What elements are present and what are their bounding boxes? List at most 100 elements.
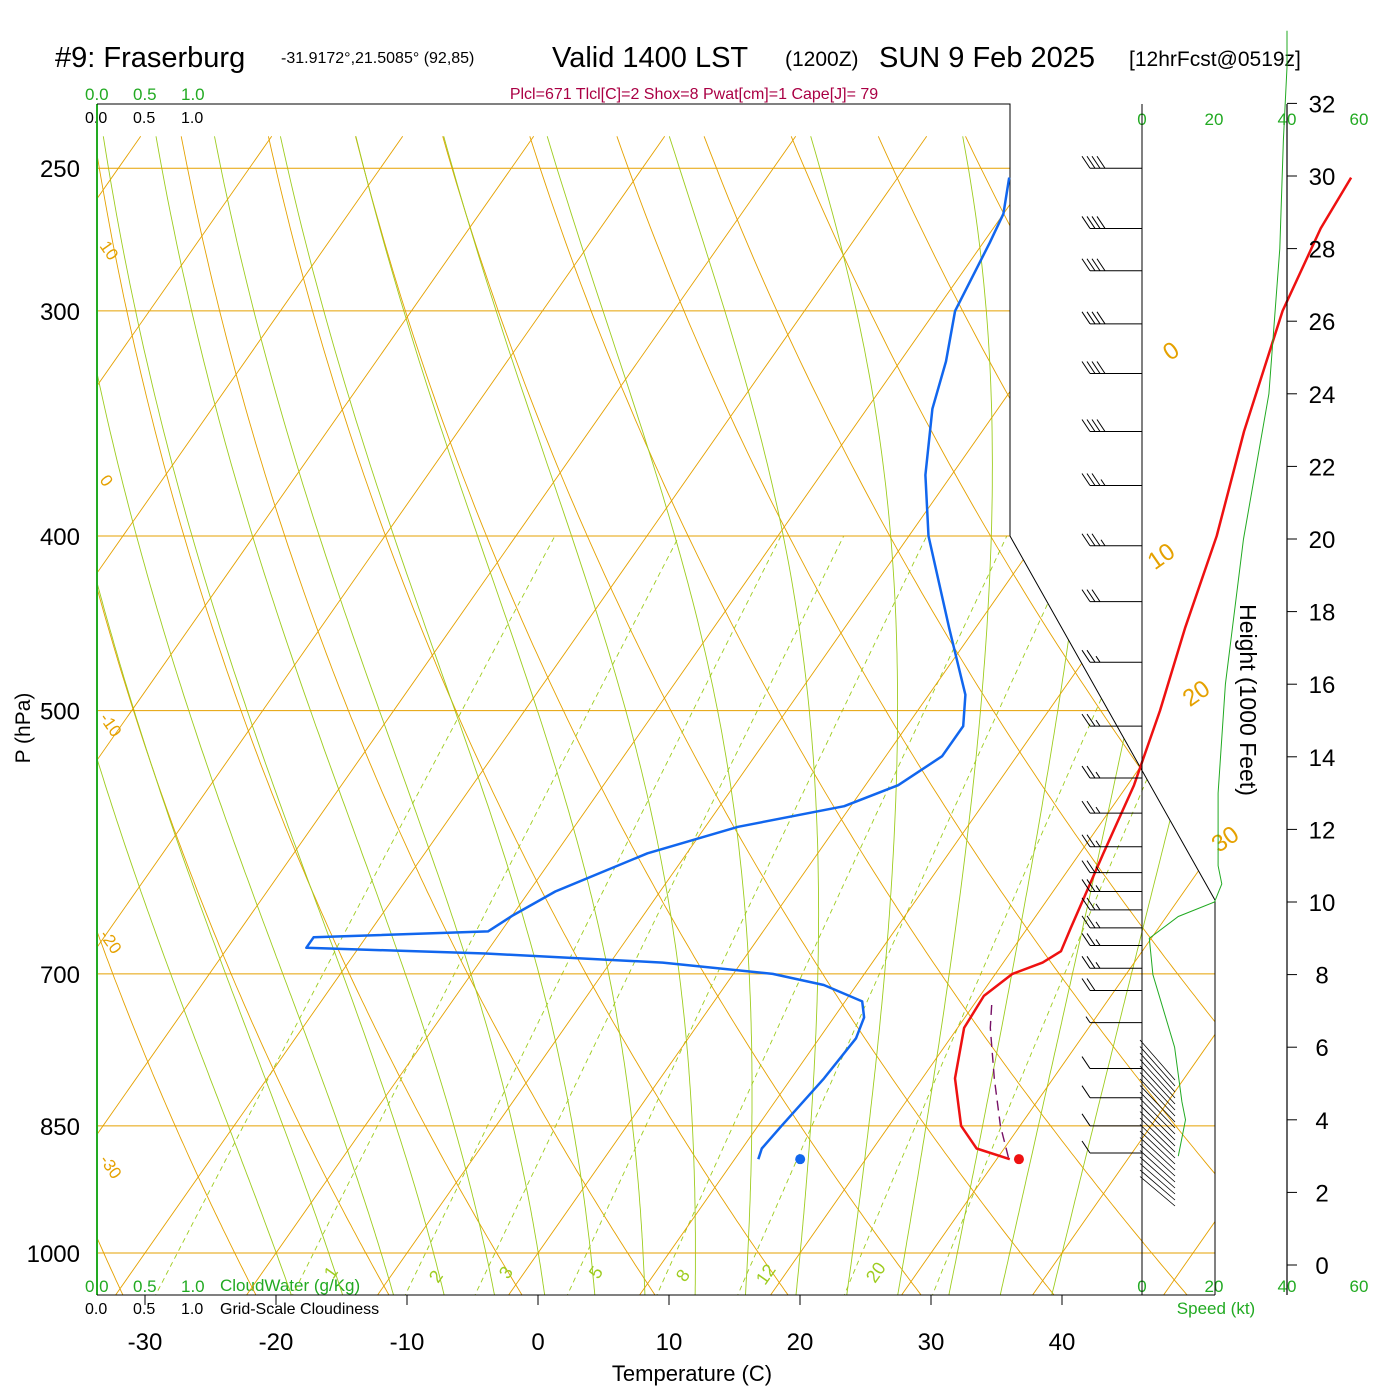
wind-barb-feather	[1081, 533, 1091, 547]
wind-barb-feather	[1096, 419, 1106, 432]
height-tick-label: 24	[1309, 382, 1336, 409]
isotherm-line	[97, 136, 666, 1295]
moist-adiabat-line	[546, 136, 753, 1295]
top-black-2: 1.0	[181, 110, 203, 127]
isotherm-line	[0, 136, 10, 1298]
low-level-barb	[1139, 1085, 1176, 1123]
dry-adiabat-line	[616, 136, 1215, 1295]
valid-time: Valid 1400 LST	[552, 42, 748, 74]
wind-barb	[1081, 1085, 1142, 1099]
wind-barb	[1081, 897, 1142, 911]
moist-adiabat-line	[355, 136, 646, 1295]
dry-adiabat-line	[790, 136, 1215, 1295]
wind-barb-feather	[1086, 155, 1096, 169]
cloudiness-label: Grid-Scale Cloudiness	[220, 1301, 379, 1318]
wind-barb	[1081, 800, 1142, 814]
low-level-barb	[1139, 1130, 1176, 1165]
low-level-barb	[1139, 1150, 1176, 1183]
isobars	[97, 167, 1215, 1254]
temperature-surface-marker	[1013, 1154, 1024, 1165]
wind-barb-feather	[1081, 361, 1091, 374]
mixing-ratio-label: 12	[752, 1260, 780, 1288]
wind-barb	[1081, 933, 1142, 946]
mixing-ratio-line	[842, 535, 1175, 1295]
wind-barb-feather	[1091, 589, 1101, 602]
height-tick-label: 30	[1309, 164, 1336, 191]
dry-adiabat-line	[97, 136, 259, 1295]
bottom-green-2: 1.0	[181, 1277, 205, 1296]
low-level-barb	[1139, 1078, 1176, 1117]
isotherm-label: 30	[1207, 821, 1244, 858]
dry-adiabat-line	[1139, 136, 1215, 1295]
wind-barb-feather	[1091, 419, 1101, 432]
moist-adiabat-line	[102, 136, 446, 1295]
isotherm-label: 20	[1178, 675, 1215, 712]
speed-top-60: 60	[1350, 110, 1369, 129]
wind-barb-feather	[1086, 897, 1096, 911]
speed-bottom-20: 20	[1205, 1277, 1224, 1296]
wind-barb-feather	[1086, 589, 1096, 602]
station-title: #9: Fraserburg	[55, 42, 245, 74]
wind-barb-half-feather	[1100, 539, 1106, 547]
low-level-barb	[1139, 1111, 1176, 1147]
height-tick-label: 28	[1309, 237, 1336, 264]
forecast-label: [12hrFcst@0519z]	[1129, 48, 1301, 71]
bottom-green-1: 0.5	[133, 1277, 157, 1296]
wind-barb	[1081, 713, 1142, 727]
valid-date: SUN 9 Feb 2025	[879, 42, 1095, 74]
wind-barb	[1081, 1113, 1142, 1127]
wind-barb-half-feather	[1095, 962, 1101, 969]
moist-adiabat-line	[443, 136, 696, 1295]
height-tick-label: 4	[1315, 1108, 1328, 1135]
mixing-ratio-label: 8	[672, 1266, 694, 1286]
top-green-2: 1.0	[181, 85, 205, 104]
moist-adiabat-line	[155, 136, 496, 1295]
isotherm-label: 0	[1158, 337, 1184, 367]
wind-barb-half-feather	[1095, 719, 1101, 727]
height-tick-label: 18	[1309, 600, 1336, 627]
temperature-tick-label: 30	[918, 1329, 945, 1356]
dry-adiabat-label: 0	[96, 471, 117, 490]
temperature-tick-label: 20	[787, 1329, 814, 1356]
pressure-tick-label: 300	[40, 299, 80, 326]
isotherm-line	[97, 136, 273, 1295]
low-level-barb	[1139, 1156, 1176, 1189]
wind-barb	[1081, 834, 1142, 848]
moist-adiabat-line	[998, 136, 1215, 1295]
isotherm-line	[636, 136, 1215, 1295]
wind-barb-feather	[1081, 1056, 1091, 1069]
dry-adiabat-line	[529, 136, 1191, 1295]
wind-barb-feather	[1096, 155, 1106, 169]
wind-barb	[1081, 879, 1142, 892]
wind-barb-feather	[1081, 879, 1091, 892]
moist-adiabat-line	[896, 136, 993, 1295]
pressure-tick-label: 850	[40, 1114, 80, 1141]
wind-barb-feather	[1086, 978, 1096, 991]
dry-adiabat-label: 10	[96, 237, 122, 263]
wind-barb-feather	[1086, 800, 1096, 814]
sounding-profiles	[305, 176, 1353, 1165]
dry-adiabat-line	[97, 136, 525, 1295]
low-level-barb	[1139, 1046, 1176, 1087]
moist-adiabat-line	[97, 136, 294, 1295]
mixing-ratio-lines	[153, 535, 1215, 1295]
isotherm-label: 10	[1143, 538, 1180, 575]
station-coords: -31.9172°,21.5085° (92,85)	[281, 50, 474, 67]
plot-outline	[97, 103, 1216, 1295]
wind-barb-feather	[1081, 1140, 1091, 1154]
wind-barb-feather	[1081, 860, 1091, 873]
top-cloud-scale: 0.0 0.5 1.0 0.0 0.5 1.0	[85, 85, 205, 127]
pressure-tick-label: 700	[40, 962, 80, 989]
chart-frame	[96, 103, 1216, 1296]
height-tick-label: 22	[1309, 454, 1336, 481]
height-tick-label: 20	[1309, 527, 1336, 554]
wind-barb	[1081, 978, 1142, 991]
wind-panel	[1081, 30, 1288, 1295]
dry-adiabat-label: -10	[96, 709, 126, 740]
wind-barb	[1081, 956, 1142, 969]
dewpoint-surface-marker	[795, 1154, 806, 1165]
top-black-1: 0.5	[133, 110, 155, 127]
wind-barb-feather	[1091, 473, 1101, 486]
